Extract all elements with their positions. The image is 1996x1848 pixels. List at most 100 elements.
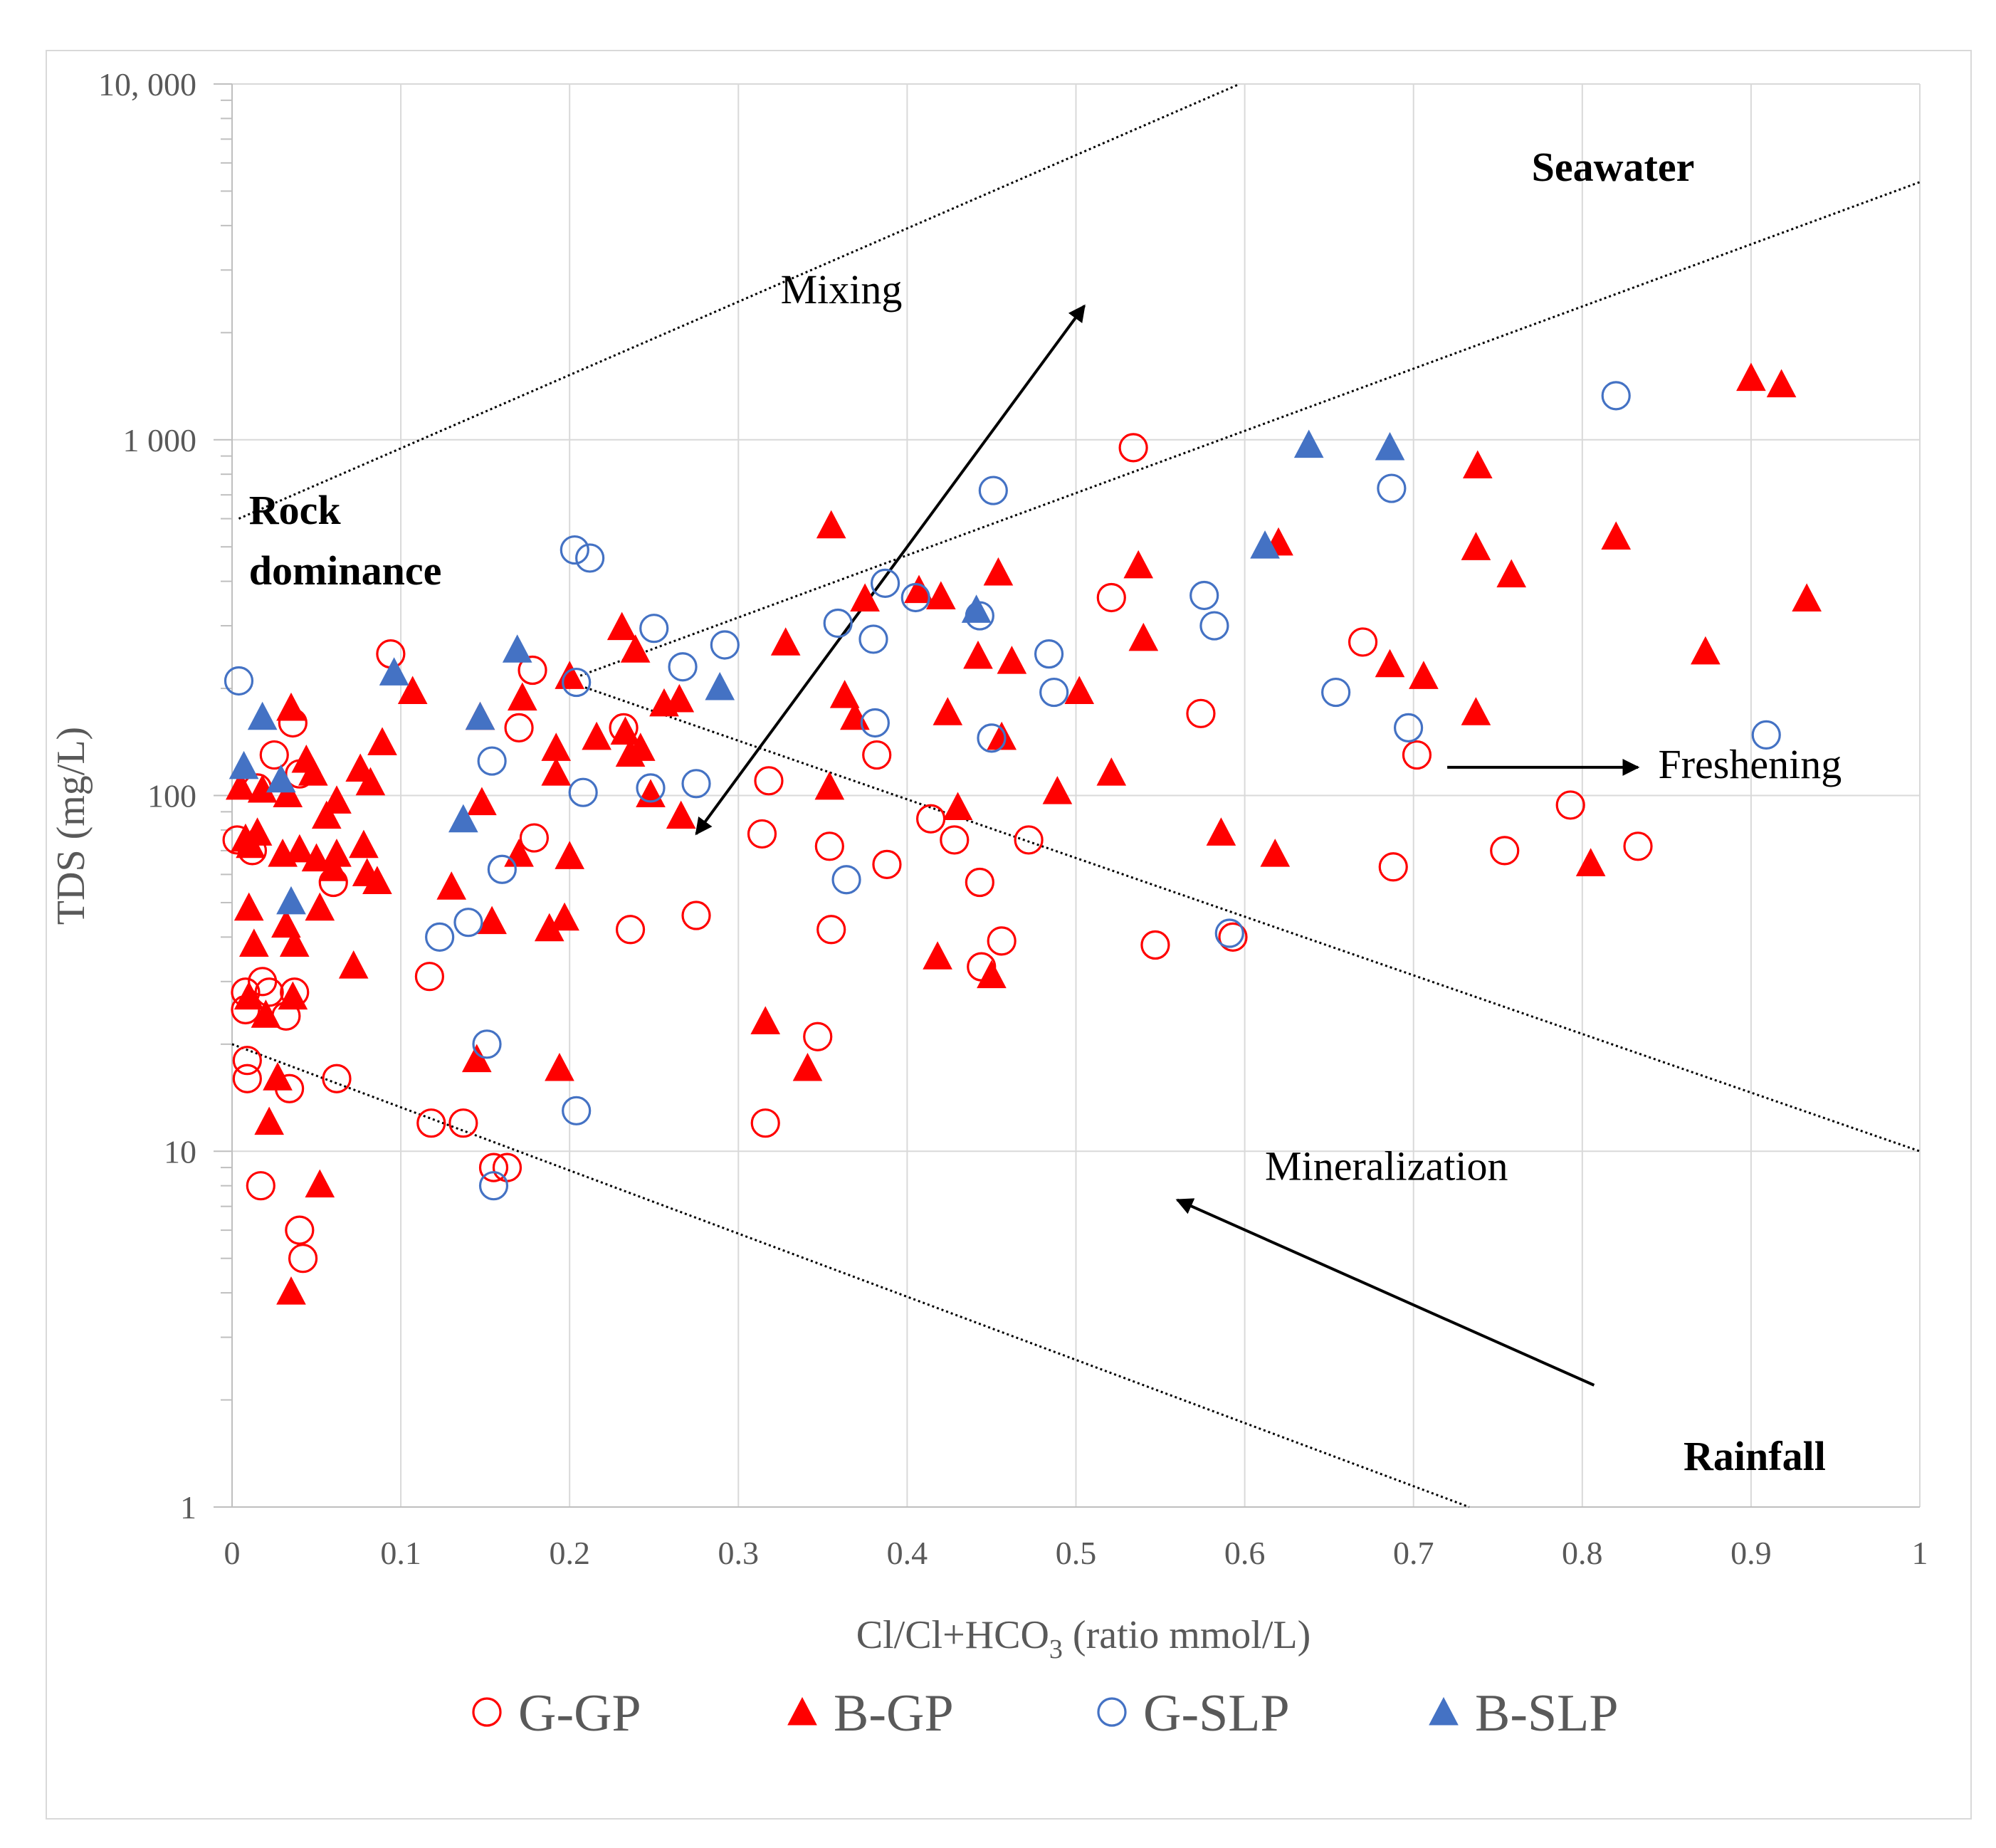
data-point-g-gp	[1118, 433, 1148, 463]
legend-label-g-slp: G-SLP	[1143, 1684, 1290, 1743]
legend-label-g-gp: G-GP	[518, 1684, 641, 1743]
legend-marker-b-gp	[787, 1696, 817, 1726]
data-point-g-gp	[518, 655, 547, 686]
gridlines	[232, 83, 1921, 1508]
data-point-b-gp	[233, 981, 264, 1010]
legend-item-b-gp: B-GP	[787, 1684, 954, 1743]
data-point-b-gp	[311, 800, 342, 829]
data-point-b-gp	[436, 871, 467, 900]
data-point-b-gp	[997, 646, 1027, 674]
legend-marker-b-slp	[1429, 1696, 1459, 1726]
data-point-b-gp	[963, 640, 993, 669]
data-point-g-slp	[1199, 611, 1229, 641]
data-point-b-gp	[1206, 817, 1236, 846]
data-point-b-gp	[750, 1006, 781, 1034]
x-tick-label: 0.2	[549, 1535, 590, 1571]
data-point-b-gp	[322, 785, 352, 814]
data-point-g-gp	[1348, 627, 1378, 657]
data-point-b-gp	[1375, 649, 1405, 678]
data-point-g-slp	[1601, 381, 1631, 411]
legend-item-b-slp: B-SLP	[1429, 1684, 1619, 1743]
data-point-b-slp	[705, 671, 735, 700]
data-point-b-gp	[923, 941, 952, 970]
data-point-g-gp	[254, 977, 284, 1007]
data-point-b-gp	[664, 683, 695, 713]
data-point-b-gp	[1409, 661, 1439, 689]
data-point-g-gp	[519, 823, 550, 853]
data-point-b-gp	[242, 817, 273, 846]
x-tick-label: 0.7	[1393, 1535, 1434, 1571]
data-point-g-slp	[870, 568, 900, 598]
data-point-b-slp	[502, 634, 532, 663]
data-point-b-gp	[814, 771, 845, 800]
data-point-b-slp	[448, 804, 478, 833]
data-point-g-slp	[681, 769, 711, 799]
mineralization-arrow	[1175, 1198, 1595, 1387]
label-seawater: Seawater	[1532, 144, 1695, 190]
data-points	[222, 362, 1822, 1305]
data-point-g-slp	[1321, 677, 1351, 708]
data-point-g-gp	[478, 1153, 509, 1182]
data-point-b-gp	[792, 1052, 823, 1081]
data-point-b-gp	[254, 1106, 284, 1135]
data-point-b-gp	[1461, 697, 1491, 725]
data-point-g-slp	[1751, 720, 1781, 750]
label-rainfall: Rainfall	[1684, 1433, 1826, 1479]
data-point-b-gp	[1096, 757, 1127, 786]
data-point-g-slp	[224, 666, 254, 696]
data-point-b-gp	[555, 661, 585, 689]
data-point-b-slp	[1375, 431, 1405, 461]
data-point-b-slp	[229, 750, 259, 779]
data-point-b-gp	[829, 680, 860, 708]
data-point-g-gp	[816, 915, 846, 945]
legend-marker-g-gp	[472, 1697, 502, 1727]
data-point-b-gp	[545, 1052, 574, 1081]
data-point-b-slp	[961, 594, 992, 623]
data-point-g-gp	[232, 1064, 262, 1093]
data-point-b-gp	[1691, 636, 1721, 665]
data-point-b-gp	[850, 583, 880, 611]
data-point-b-gp	[1461, 532, 1491, 560]
data-point-b-gp	[541, 757, 572, 786]
label-rock: Rock	[249, 487, 342, 533]
data-point-b-gp	[233, 892, 264, 921]
data-point-b-slp	[1250, 530, 1280, 559]
x-tick-label: 0.1	[380, 1535, 421, 1571]
data-point-b-gp	[610, 716, 641, 745]
data-point-g-slp	[668, 652, 698, 682]
data-point-b-gp	[362, 866, 392, 894]
data-point-g-gp	[1096, 582, 1126, 613]
data-point-b-gp	[987, 721, 1017, 750]
x-axis-title-sub: 3	[1049, 1634, 1063, 1664]
data-point-g-slp	[487, 854, 517, 884]
data-point-g-slp	[1214, 918, 1244, 948]
data-point-g-gp	[803, 1022, 833, 1051]
data-point-b-gp	[271, 909, 301, 938]
data-point-g-slp	[560, 535, 589, 565]
data-point-b-gp	[322, 839, 352, 867]
data-point-g-gp	[1140, 930, 1170, 960]
data-point-g-gp	[862, 740, 892, 770]
data-point-b-gp	[251, 999, 281, 1028]
data-point-g-gp	[448, 1108, 478, 1138]
data-point-b-gp	[367, 727, 397, 755]
data-point-b-gp	[942, 792, 973, 821]
data-point-g-slp	[1034, 639, 1064, 669]
y-tick-label: 10	[164, 1133, 196, 1170]
upper-mixing-line	[238, 83, 1241, 520]
data-point-g-slp	[425, 922, 455, 952]
data-point-g-slp	[858, 624, 888, 654]
data-point-g-gp	[288, 1244, 318, 1274]
data-point-b-gp	[305, 892, 335, 921]
data-point-b-gp	[355, 767, 386, 796]
data-point-g-gp	[232, 1046, 262, 1076]
data-point-b-gp	[477, 905, 507, 935]
data-point-g-gp	[504, 713, 534, 742]
data-point-g-slp	[453, 908, 483, 938]
data-point-b-gp	[636, 779, 666, 807]
data-point-b-gp	[606, 611, 637, 641]
data-point-b-gp	[507, 682, 537, 711]
data-point-g-slp	[636, 773, 666, 803]
legend-label-b-slp: B-SLP	[1475, 1684, 1619, 1743]
